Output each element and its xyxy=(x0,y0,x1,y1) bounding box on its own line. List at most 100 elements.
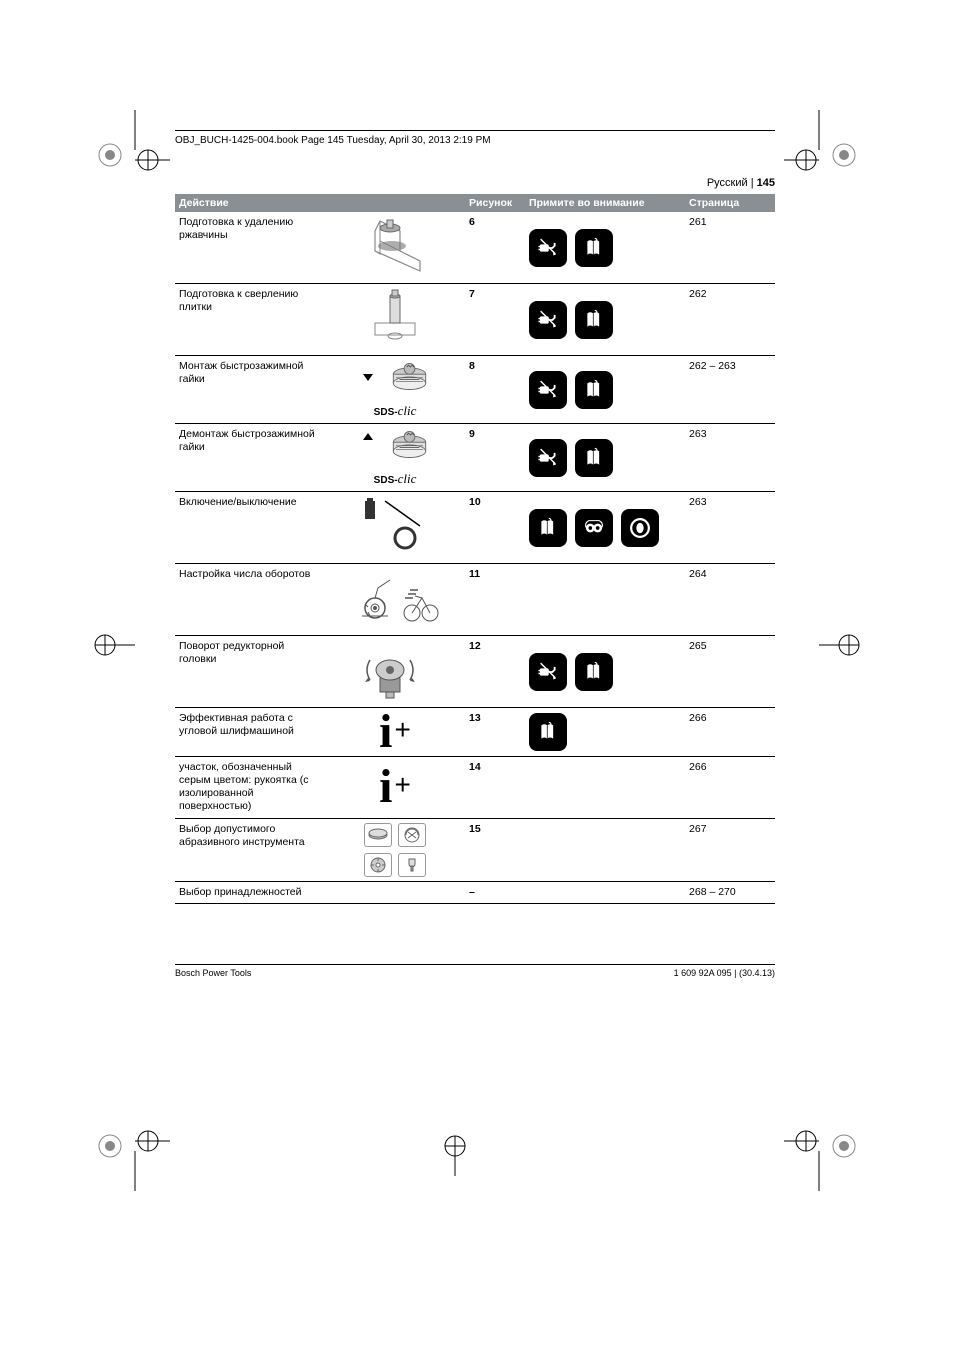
cell-action: Монтаж быстрозажимной гайки xyxy=(175,356,325,424)
manual-badge-icon xyxy=(529,713,567,751)
plug-badge-icon xyxy=(529,229,567,267)
cell-page: 263 xyxy=(685,424,775,492)
cell-figure: 8 xyxy=(465,356,525,424)
page-footer: Bosch Power Tools 1 609 92A 095 | (30.4.… xyxy=(175,965,775,978)
table-row: Монтаж быстрозажимной гайки SDS-clic 8 2… xyxy=(175,356,775,424)
cell-illustration xyxy=(325,492,465,564)
cell-notes xyxy=(525,818,685,881)
cell-page: 264 xyxy=(685,564,775,636)
cell-action: Эффективная работа с угловой шлифмашиной xyxy=(175,708,325,757)
cell-action: Демонтаж быстрозажимной гайки xyxy=(175,424,325,492)
cell-illustration xyxy=(325,212,465,284)
rust-illus-icon xyxy=(350,216,440,276)
speed-illus-icon xyxy=(350,568,440,628)
cell-page: 262 xyxy=(685,284,775,356)
cell-figure: 13 xyxy=(465,708,525,757)
crop-mark-mr xyxy=(819,630,869,660)
cell-action: Выбор принадлежностей xyxy=(175,881,325,903)
crop-mark-tr xyxy=(784,110,864,190)
cell-action: Настройка числа оборотов xyxy=(175,564,325,636)
cell-notes xyxy=(525,492,685,564)
cell-action: Включение/выключение xyxy=(175,492,325,564)
th-note: Примите во внимание xyxy=(525,194,685,212)
book-header: OBJ_BUCH-1425-004.book Page 145 Tuesday,… xyxy=(175,135,775,172)
cell-page: 263 xyxy=(685,492,775,564)
cell-figure: 10 xyxy=(465,492,525,564)
cell-notes xyxy=(525,636,685,708)
th-figure: Рисунок xyxy=(465,194,525,212)
plug-badge-icon xyxy=(529,301,567,339)
cell-notes xyxy=(525,284,685,356)
sds-illus: SDS-clic xyxy=(325,360,465,419)
cell-illustration xyxy=(325,881,465,903)
actions-table: Действие Рисунок Примите во внимание Стр… xyxy=(175,194,775,904)
table-row: Подготовка к удалению ржавчины 6 261 xyxy=(175,212,775,284)
table-row: Включение/выключение 10 263 xyxy=(175,492,775,564)
abrasive-grid-icon xyxy=(364,823,426,877)
cell-illustration: SDS-clic xyxy=(325,424,465,492)
th-action: Действие xyxy=(175,194,465,212)
sds-label: SDS-clic xyxy=(325,403,465,419)
cell-page: 262 – 263 xyxy=(685,356,775,424)
ear-badge-icon xyxy=(621,509,659,547)
crop-mark-tl xyxy=(90,110,170,190)
cell-figure: – xyxy=(465,881,525,903)
table-row: Подготовка к сверлению плитки 7 262 xyxy=(175,284,775,356)
cell-action: Выбор допустимого абразивного инструмент… xyxy=(175,818,325,881)
cell-notes xyxy=(525,564,685,636)
tile-illus-icon xyxy=(350,288,440,348)
table-row: Поворот редукторной головки 12 265 xyxy=(175,636,775,708)
cell-notes xyxy=(525,424,685,492)
cell-illustration: i+ xyxy=(325,757,465,819)
cell-page: 268 – 270 xyxy=(685,881,775,903)
cell-page: 261 xyxy=(685,212,775,284)
cell-illustration xyxy=(325,636,465,708)
gear-illus-icon xyxy=(350,640,440,700)
crop-mark-ml xyxy=(85,630,135,660)
cell-notes xyxy=(525,212,685,284)
cell-illustration: i+ xyxy=(325,708,465,757)
info-icon: i+ xyxy=(379,712,411,752)
sds-label: SDS-clic xyxy=(325,471,465,487)
manual-badge-icon xyxy=(575,653,613,691)
page-content: OBJ_BUCH-1425-004.book Page 145 Tuesday,… xyxy=(175,130,775,978)
cell-figure: 12 xyxy=(465,636,525,708)
crop-mark-bc xyxy=(430,1126,480,1176)
cell-illustration xyxy=(325,564,465,636)
cell-figure: 7 xyxy=(465,284,525,356)
cell-figure: 9 xyxy=(465,424,525,492)
info-icon: i+ xyxy=(379,767,411,807)
cell-figure: 14 xyxy=(465,757,525,819)
manual-badge-icon xyxy=(575,301,613,339)
cell-page: 267 xyxy=(685,818,775,881)
cell-notes xyxy=(525,708,685,757)
goggles-badge-icon xyxy=(575,509,613,547)
table-row: Выбор принадлежностей – 268 – 270 xyxy=(175,881,775,903)
switch-illus-icon xyxy=(350,496,440,556)
table-row: Эффективная работа с угловой шлифмашиной… xyxy=(175,708,775,757)
cell-illustration: SDS-clic xyxy=(325,356,465,424)
cell-action: Подготовка к сверлению плитки xyxy=(175,284,325,356)
table-row: Выбор допустимого абразивного инструмент… xyxy=(175,818,775,881)
cell-page: 266 xyxy=(685,708,775,757)
cell-notes xyxy=(525,757,685,819)
cell-notes xyxy=(525,881,685,903)
cell-action: Подготовка к удалению ржавчины xyxy=(175,212,325,284)
sds-illus: SDS-clic xyxy=(325,428,465,487)
manual-badge-icon xyxy=(575,229,613,267)
manual-badge-icon xyxy=(529,509,567,547)
language-header: Русский | 145 xyxy=(175,172,775,194)
cell-page: 265 xyxy=(685,636,775,708)
plug-badge-icon xyxy=(529,371,567,409)
footer-left: Bosch Power Tools xyxy=(175,968,251,978)
plug-badge-icon xyxy=(529,439,567,477)
cell-figure: 15 xyxy=(465,818,525,881)
table-row: Настройка числа оборотов 11 264 xyxy=(175,564,775,636)
cell-notes xyxy=(525,356,685,424)
cell-action: Поворот редукторной головки xyxy=(175,636,325,708)
cell-figure: 6 xyxy=(465,212,525,284)
plug-badge-icon xyxy=(529,653,567,691)
cell-illustration xyxy=(325,818,465,881)
cell-illustration xyxy=(325,284,465,356)
cell-page: 266 xyxy=(685,757,775,819)
